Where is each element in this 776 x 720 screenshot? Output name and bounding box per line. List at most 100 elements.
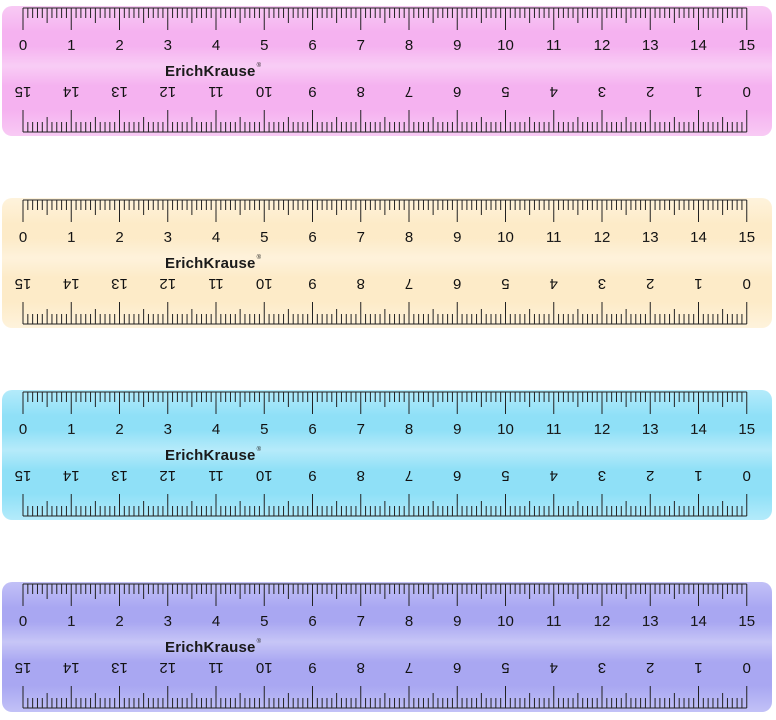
scale-number-top: 7 [357, 613, 365, 630]
scale-number-bottom: 9 [308, 83, 316, 100]
scale-number-top: 11 [546, 229, 562, 246]
scale-number-top: 9 [453, 229, 461, 246]
scale-number-top: 9 [453, 37, 461, 54]
pink-ruler: 0123456789101112131415151413121110987654… [2, 6, 772, 136]
scale-number-bottom: 9 [308, 467, 316, 484]
scale-number-bottom: 14 [63, 83, 80, 100]
scale-number-top: 1 [67, 421, 75, 438]
scale-number-top: 3 [164, 421, 172, 438]
scale-number-bottom: 15 [15, 275, 32, 292]
scale-number-top: 6 [308, 229, 316, 246]
scale-number-bottom: 8 [357, 83, 365, 100]
scale-number-bottom: 0 [743, 275, 751, 292]
violet-ruler: 0123456789101112131415151413121110987654… [2, 582, 772, 712]
scale-number-top: 4 [212, 229, 220, 246]
scale-number-bottom: 3 [598, 467, 606, 484]
scale-number-bottom: 10 [256, 275, 273, 292]
scale-number-top: 7 [357, 37, 365, 54]
ruler-shine [2, 430, 772, 470]
scale-number-top: 1 [67, 613, 75, 630]
scale-number-top: 3 [164, 613, 172, 630]
scale-number-bottom: 6 [453, 467, 461, 484]
scale-number-bottom: 11 [208, 659, 224, 676]
scale-number-bottom: 2 [646, 467, 654, 484]
scale-number-bottom: 13 [111, 659, 128, 676]
scale-number-bottom: 2 [646, 275, 654, 292]
brand-logo: ErichKrause® [165, 639, 262, 656]
scale-number-top: 10 [497, 37, 514, 54]
scale-number-bottom: 5 [501, 83, 509, 100]
scale-number-bottom: 12 [159, 83, 176, 100]
ruler-scale: 0123456789101112131415151413121110987654… [15, 391, 755, 517]
scale-number-top: 5 [260, 229, 268, 246]
scale-number-bottom: 5 [501, 275, 509, 292]
scale-number-bottom: 1 [694, 275, 702, 292]
scale-number-bottom: 13 [111, 467, 128, 484]
scale-number-top: 9 [453, 613, 461, 630]
scale-number-bottom: 5 [501, 467, 509, 484]
scale-number-top: 8 [405, 421, 413, 438]
scale-number-top: 7 [357, 421, 365, 438]
scale-number-bottom: 13 [111, 275, 128, 292]
yellow-ruler: 0123456789101112131415151413121110987654… [2, 198, 772, 328]
scale-number-bottom: 4 [550, 83, 558, 100]
scale-number-bottom: 7 [405, 467, 413, 484]
scale-number-top: 8 [405, 37, 413, 54]
scale-number-top: 2 [115, 613, 123, 630]
scale-number-top: 0 [19, 229, 27, 246]
scale-number-bottom: 9 [308, 659, 316, 676]
ruler-shine [2, 622, 772, 662]
scale-number-top: 0 [19, 613, 27, 630]
scale-number-top: 14 [690, 229, 707, 246]
ruler-shine [2, 46, 772, 86]
scale-number-bottom: 4 [550, 467, 558, 484]
scale-number-bottom: 5 [501, 659, 509, 676]
scale-number-top: 2 [115, 37, 123, 54]
scale-number-top: 8 [405, 613, 413, 630]
scale-number-bottom: 14 [63, 275, 80, 292]
scale-number-bottom: 4 [550, 275, 558, 292]
scale-number-bottom: 9 [308, 275, 316, 292]
scale-number-bottom: 0 [743, 83, 751, 100]
scale-number-top: 15 [738, 613, 755, 630]
scale-number-bottom: 14 [63, 659, 80, 676]
scale-number-bottom: 13 [111, 83, 128, 100]
scale-number-top: 13 [642, 421, 659, 438]
scale-number-bottom: 3 [598, 83, 606, 100]
brand-logo: ErichKrause® [165, 255, 262, 272]
scale-number-bottom: 2 [646, 83, 654, 100]
scale-number-top: 9 [453, 421, 461, 438]
scale-number-top: 13 [642, 613, 659, 630]
scale-number-bottom: 8 [357, 275, 365, 292]
scale-number-top: 15 [738, 229, 755, 246]
scale-number-top: 12 [594, 421, 611, 438]
scale-number-bottom: 12 [159, 275, 176, 292]
brand-logo: ErichKrause® [165, 63, 262, 80]
scale-number-bottom: 11 [208, 467, 224, 484]
scale-number-top: 15 [738, 421, 755, 438]
scale-number-top: 6 [308, 613, 316, 630]
scale-number-top: 14 [690, 613, 707, 630]
scale-number-top: 8 [405, 229, 413, 246]
scale-number-bottom: 10 [256, 659, 273, 676]
scale-number-top: 7 [357, 229, 365, 246]
scale-number-bottom: 15 [15, 83, 32, 100]
scale-number-top: 10 [497, 421, 514, 438]
scale-number-bottom: 7 [405, 83, 413, 100]
ruler-scale: 0123456789101112131415151413121110987654… [15, 199, 755, 325]
scale-number-top: 3 [164, 37, 172, 54]
scale-number-top: 5 [260, 37, 268, 54]
ruler-scale: 0123456789101112131415151413121110987654… [15, 583, 755, 709]
scale-number-top: 13 [642, 37, 659, 54]
scale-number-bottom: 2 [646, 659, 654, 676]
scale-number-bottom: 3 [598, 659, 606, 676]
scale-number-bottom: 3 [598, 275, 606, 292]
scale-number-top: 0 [19, 421, 27, 438]
scale-number-bottom: 6 [453, 659, 461, 676]
scale-number-top: 11 [546, 613, 562, 630]
scale-number-top: 5 [260, 421, 268, 438]
scale-number-top: 11 [546, 37, 562, 54]
scale-number-bottom: 12 [159, 467, 176, 484]
scale-number-bottom: 1 [694, 467, 702, 484]
scale-number-bottom: 1 [694, 659, 702, 676]
